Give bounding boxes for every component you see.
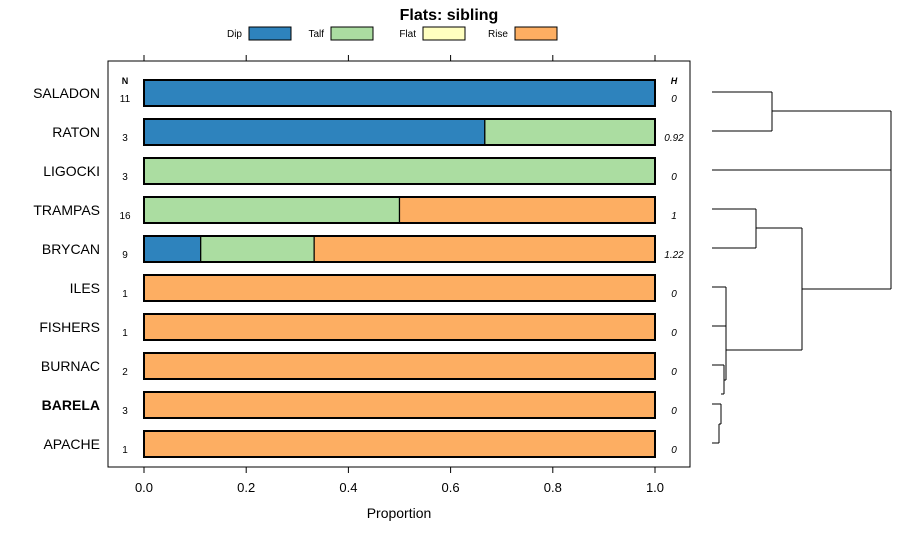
n-value: 1: [122, 328, 128, 339]
h-value: 0.92: [664, 133, 684, 144]
row-label: FISHERS: [39, 319, 100, 335]
h-value: 0: [671, 172, 677, 183]
bar-segment-dip: [143, 235, 202, 263]
n-value: 1: [122, 445, 128, 456]
bar-outline: [143, 118, 656, 146]
x-tick-label: 0.2: [237, 480, 255, 495]
n-value: 9: [122, 250, 128, 261]
x-axis-label: Proportion: [367, 505, 432, 521]
bar-row-barela: [143, 391, 656, 419]
h-value: 0: [671, 406, 677, 417]
n-value: 3: [122, 133, 128, 144]
x-axis: 0.0 0.2 0.4 0.6 0.8 1.0: [135, 467, 664, 495]
x-tick-label: 0.4: [339, 480, 357, 495]
row-label: SALADON: [33, 85, 100, 101]
bar-outline: [143, 196, 656, 224]
legend-label-dip: Dip: [227, 29, 242, 40]
legend-swatch-talf: [330, 26, 374, 41]
plot-frame: [107, 60, 691, 468]
h-value: 0: [671, 289, 677, 300]
bar-segment-talf: [143, 157, 656, 185]
legend-swatch-rise: [514, 26, 558, 41]
bar-segment-talf: [484, 118, 656, 146]
bar-row-ligocki: [143, 157, 656, 185]
n-value: 16: [119, 211, 131, 222]
n-value: 3: [122, 172, 128, 183]
row-label: BARELA: [42, 397, 100, 413]
legend-swatch-dip: [248, 26, 292, 41]
bar-segment-rise: [143, 274, 656, 302]
bar-row-burnac: [143, 352, 656, 380]
row-label: LIGOCKI: [43, 163, 100, 179]
bar-row-brycan: [143, 235, 656, 263]
bar-outline: [143, 352, 656, 380]
row-label: ILES: [70, 280, 100, 296]
n-value: 11: [120, 94, 131, 105]
bar-segment-rise: [313, 235, 656, 263]
h-value: 1.22: [664, 250, 684, 261]
bar-outline: [143, 274, 656, 302]
x-tick-label: 0.8: [544, 480, 562, 495]
h-value: 0: [671, 94, 677, 105]
bars: [143, 79, 656, 458]
chart-title: Flats: sibling: [400, 7, 499, 24]
bar-outline: [143, 235, 656, 263]
bar-segment-rise: [143, 391, 656, 419]
bar-row-apache: [143, 430, 656, 458]
n-value: 1: [122, 289, 128, 300]
bar-segment-rise: [143, 313, 656, 341]
h-value: 0: [671, 328, 677, 339]
n-value: 3: [122, 406, 128, 417]
row-label: APACHE: [43, 436, 100, 452]
h-values: 0 0.92 0 1 1.22 0 0 0 0 0: [664, 94, 684, 456]
bar-row-iles: [143, 274, 656, 302]
bar-row-fishers: [143, 313, 656, 341]
legend: Dip Talf Flat Rise: [227, 26, 558, 41]
x-tick-label: 0.6: [442, 480, 460, 495]
legend-label-flat: Flat: [399, 29, 416, 40]
row-label: BURNAC: [41, 358, 100, 374]
h-value: 1: [671, 211, 677, 222]
bar-outline: [143, 79, 656, 107]
bar-outline: [143, 391, 656, 419]
bar-row-saladon: [143, 79, 656, 107]
bar-segment-talf: [200, 235, 315, 263]
row-label: BRYCAN: [42, 241, 100, 257]
bar-outline: [143, 313, 656, 341]
n-value: 2: [122, 367, 128, 378]
row-label: RATON: [52, 124, 100, 140]
bar-segment-dip: [143, 118, 486, 146]
top-axis-ticks: [143, 55, 656, 61]
bar-segment-rise: [143, 430, 656, 458]
dendrogram: [712, 91, 892, 444]
legend-label-talf: Talf: [308, 29, 324, 40]
bar-row-raton: [143, 118, 656, 146]
row-labels: SALADON RATON LIGOCKI TRAMPAS BRYCAN ILES FISH…: [33, 85, 100, 452]
bar-segment-dip: [143, 79, 656, 107]
bar-outline: [143, 430, 656, 458]
legend-label-rise: Rise: [488, 29, 508, 40]
h-column-header: H: [671, 76, 678, 86]
bar-segment-talf: [143, 196, 401, 224]
h-value: 0: [671, 445, 677, 456]
row-label: TRAMPAS: [33, 202, 100, 218]
bar-segment-rise: [398, 196, 656, 224]
bar-segment-rise: [143, 352, 656, 380]
h-value: 0: [671, 367, 677, 378]
x-tick-label: 0.0: [135, 480, 153, 495]
legend-swatch-flat: [422, 26, 466, 41]
x-tick-label: 1.0: [646, 480, 664, 495]
n-column-header: N: [122, 76, 129, 86]
bar-outline: [143, 157, 656, 185]
bar-row-trampas: [143, 196, 656, 224]
